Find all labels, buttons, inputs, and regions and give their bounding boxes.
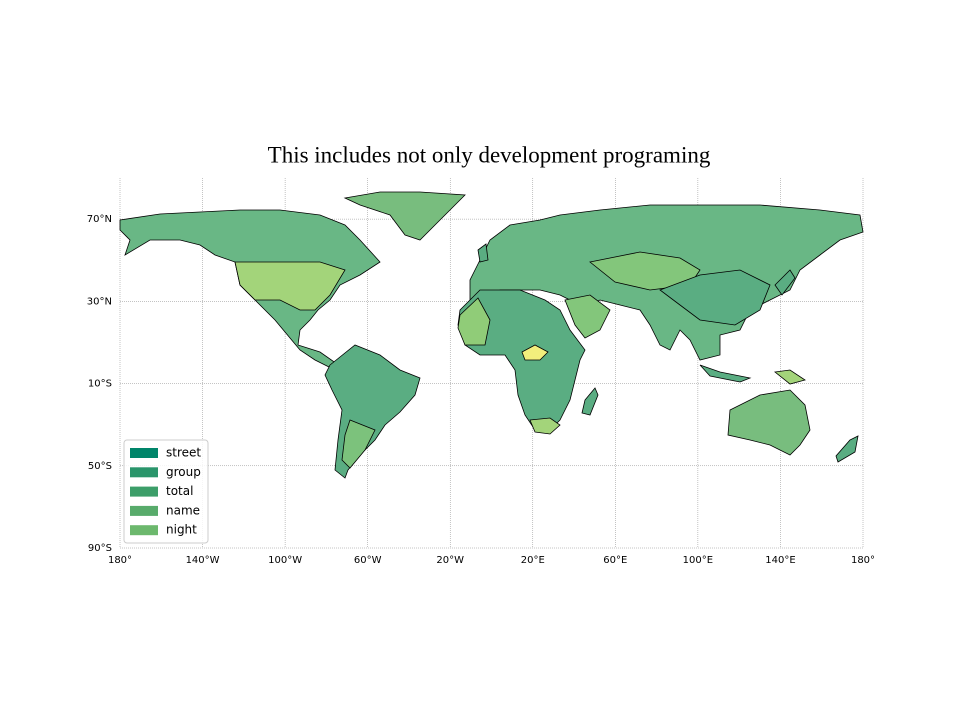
x-tick-label: 100°W (268, 555, 302, 566)
x-tick-label: 140°W (186, 555, 220, 566)
x-tick-label: 100°E (683, 555, 713, 566)
legend-label: group (166, 465, 201, 479)
south-africa (529, 417, 561, 435)
x-tick-label: 180° (851, 555, 875, 566)
legend-label: total (166, 484, 193, 498)
arabia (564, 294, 611, 339)
x-tick-label: 140°E (765, 555, 795, 566)
x-tick-label: 20°W (436, 555, 464, 566)
africa (457, 289, 586, 431)
uk (477, 243, 489, 263)
x-tick-label: 20°E (521, 555, 545, 566)
legend-label: street (166, 446, 201, 460)
madagascar (581, 387, 599, 416)
legend-swatch (130, 505, 158, 516)
y-tick-label: 50°S (88, 461, 112, 472)
y-tick-label: 10°S (88, 379, 112, 390)
australia (727, 389, 811, 456)
y-tick-label: 30°N (87, 296, 112, 307)
x-tick-label: 60°E (603, 555, 627, 566)
usa (234, 261, 346, 311)
china (659, 269, 771, 326)
x-tick-label: 180° (108, 555, 132, 566)
legend-box (123, 439, 209, 544)
axes: 180° 140°W 100°W 60°W 20°W 20°E 60°E 100°E 140°E… (87, 214, 875, 566)
new-guinea (774, 369, 806, 385)
south-america (324, 344, 421, 479)
y-tick-label: 90°S (88, 543, 112, 554)
legend-swatch (130, 448, 158, 458)
legend-swatch (130, 486, 158, 497)
legend-swatch (130, 467, 158, 478)
central-african-republic (521, 344, 549, 361)
legend-swatch (130, 525, 158, 536)
legend-label: name (166, 503, 200, 517)
greenland (343, 191, 466, 241)
japan (774, 269, 796, 296)
x-tick-label: 60°W (354, 555, 382, 566)
y-tick-label: 70°N (87, 214, 112, 225)
indonesia (699, 364, 752, 383)
land-masses (119, 191, 864, 479)
argentina (341, 419, 376, 469)
west-africa (457, 297, 491, 346)
legend-label: night (166, 523, 197, 537)
chart-title: This includes not only development progr… (268, 142, 711, 167)
new-zealand (835, 435, 859, 463)
